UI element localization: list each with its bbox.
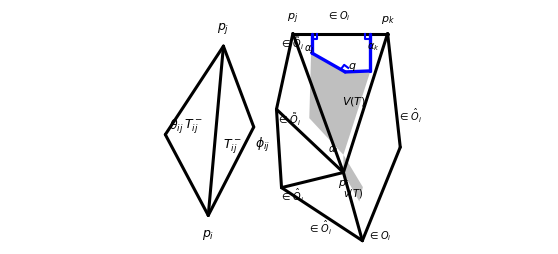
Text: $p_i$: $p_i$ <box>202 228 214 242</box>
Text: $\alpha_k$: $\alpha_k$ <box>368 41 380 53</box>
Text: $T^-_{ij}$: $T^-_{ij}$ <box>184 118 203 136</box>
Text: $\in O_i$: $\in O_i$ <box>368 229 392 243</box>
Text: $\alpha_i$: $\alpha_i$ <box>328 144 338 156</box>
Text: $v(T)$: $v(T)$ <box>343 187 363 200</box>
Text: $p_j$: $p_j$ <box>287 11 299 26</box>
Text: $T^-_{ij}$: $T^-_{ij}$ <box>223 138 242 156</box>
Text: $V(T)$: $V(T)$ <box>341 95 366 108</box>
Text: $p_i$: $p_i$ <box>338 178 349 190</box>
Text: $\in \hat{O}_i$: $\in \hat{O}_i$ <box>398 107 422 125</box>
Text: $\in O_i$: $\in O_i$ <box>327 9 351 23</box>
Text: $p_j$: $p_j$ <box>217 21 230 36</box>
Text: $\in \tilde{O}_i$: $\in \tilde{O}_i$ <box>280 35 304 52</box>
Text: $\in \hat{O}_i$: $\in \hat{O}_i$ <box>280 187 304 205</box>
Text: $\theta_{ij}$: $\theta_{ij}$ <box>169 118 184 136</box>
Text: $\in \hat{O}_i$: $\in \hat{O}_i$ <box>308 219 332 237</box>
Text: $\alpha_j$: $\alpha_j$ <box>304 44 315 56</box>
Text: $\phi_{ij}$: $\phi_{ij}$ <box>255 136 270 154</box>
Polygon shape <box>309 53 371 155</box>
Text: $\in \tilde{O}_i$: $\in \tilde{O}_i$ <box>277 111 301 128</box>
Polygon shape <box>343 155 363 201</box>
Text: $p_k$: $p_k$ <box>381 14 395 26</box>
Text: $q$: $q$ <box>348 61 357 73</box>
